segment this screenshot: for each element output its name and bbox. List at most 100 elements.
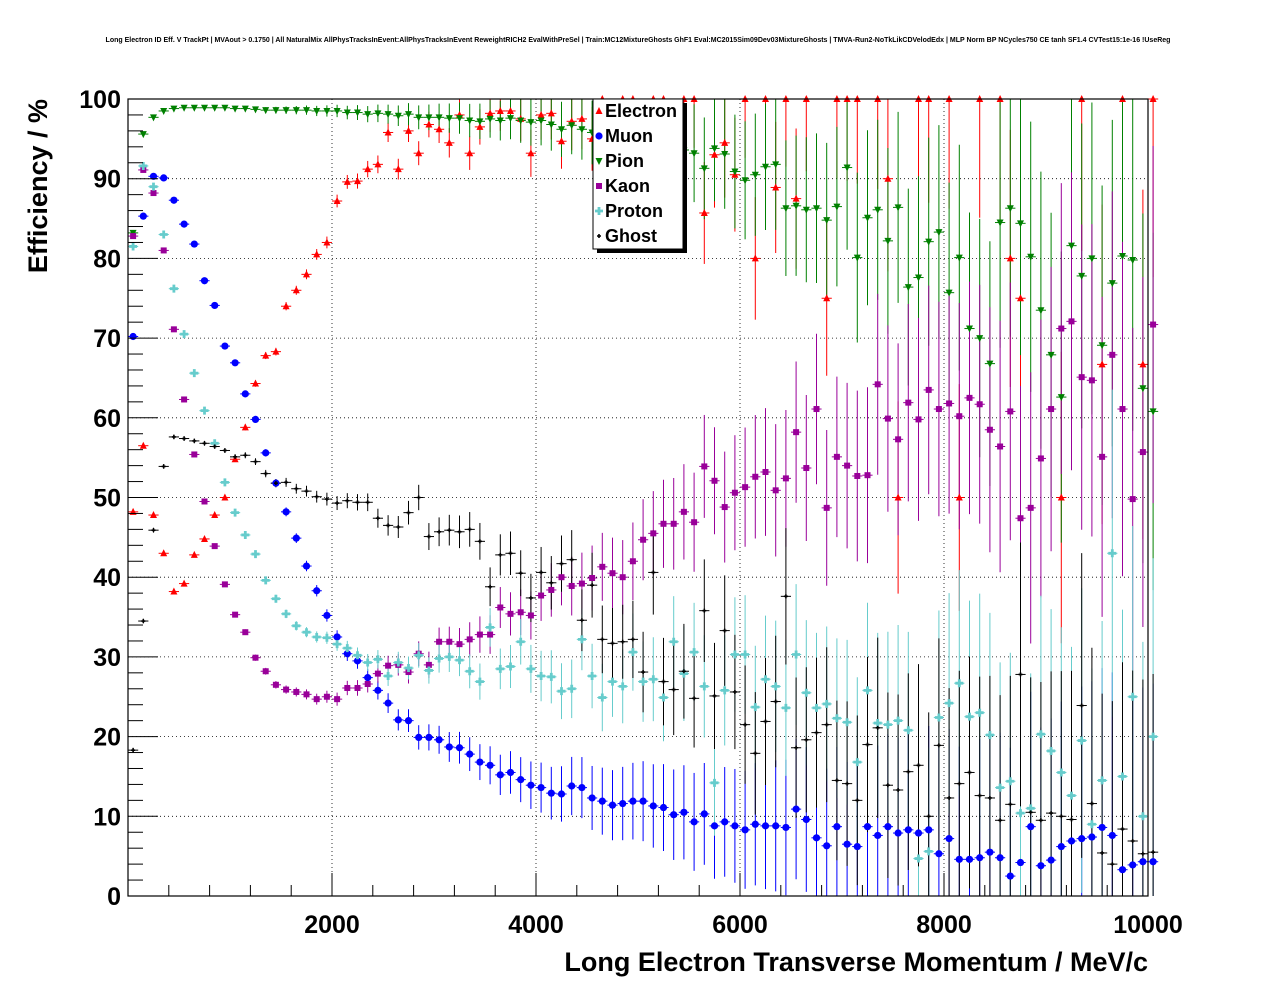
ghost-point	[314, 494, 319, 499]
kaon-point	[966, 394, 973, 401]
proton-point	[1118, 772, 1127, 781]
proton-point	[271, 594, 280, 603]
ghost-point	[702, 608, 707, 613]
pion-point	[323, 107, 331, 115]
muon-point	[404, 717, 413, 725]
electron-point	[537, 110, 545, 118]
proton-point	[159, 230, 168, 239]
proton-point	[1026, 804, 1035, 813]
ghost-point	[1130, 839, 1135, 844]
muon-point	[506, 768, 515, 777]
ghost-point	[885, 783, 890, 788]
ghost-point	[1089, 801, 1094, 806]
muon-point	[853, 842, 861, 851]
ghost-point	[610, 641, 615, 646]
ghost-point	[284, 480, 289, 485]
kaon-point	[272, 681, 279, 688]
ghost-point	[753, 751, 758, 756]
kaon-point	[578, 580, 585, 587]
ghost-point	[335, 501, 340, 506]
muon-point	[608, 801, 617, 809]
muon-point	[190, 240, 198, 248]
proton-point	[1087, 820, 1096, 829]
muon-point	[466, 750, 474, 758]
ghost-point	[579, 618, 584, 623]
proton-point	[1138, 812, 1147, 821]
kaon-point	[517, 609, 524, 616]
ghost-point	[447, 528, 452, 533]
kaon-point	[1048, 406, 1055, 413]
proton-point	[853, 758, 862, 767]
pion-point	[486, 115, 494, 123]
muon-point	[588, 794, 596, 802]
y-tick-label: 40	[93, 564, 121, 592]
proton-point	[455, 656, 464, 665]
electron-point	[211, 511, 219, 519]
pion-point	[874, 206, 882, 214]
kaon-point	[629, 558, 636, 565]
pion-point	[690, 150, 698, 158]
ghost-point	[834, 778, 839, 783]
ghost-point	[1028, 810, 1033, 815]
kaon-point	[1150, 321, 1157, 328]
electron-point	[170, 587, 178, 595]
ghost-point	[253, 459, 258, 464]
pion-point	[864, 214, 871, 222]
ghost-point	[539, 570, 544, 575]
y-tick-label: 80	[93, 245, 121, 273]
muon-point	[1129, 861, 1137, 869]
kaon-point	[527, 612, 534, 619]
ghost-point	[1120, 827, 1125, 832]
pion-point	[150, 114, 157, 122]
y-tick-label: 30	[93, 644, 121, 672]
ghost-point	[926, 814, 931, 819]
pion-point	[221, 104, 229, 112]
muon-point	[894, 829, 902, 837]
electron-point	[292, 286, 300, 294]
proton-point	[200, 406, 209, 415]
proton-point	[710, 778, 719, 787]
muon-point	[629, 797, 637, 805]
muon-point	[343, 650, 351, 658]
pion-point	[792, 202, 800, 210]
ghost-point	[294, 486, 299, 491]
pion-point	[160, 107, 168, 115]
pion-point	[241, 105, 249, 113]
electron-point	[792, 194, 800, 202]
pion-point	[1006, 205, 1014, 213]
electron-point	[303, 270, 310, 278]
ghost-point	[1038, 818, 1043, 823]
proton-point	[363, 658, 372, 667]
chart-title: Long Electron ID Eff. V TrackPt | MVAout…	[106, 37, 1171, 44]
proton-point	[822, 699, 831, 708]
muon-point	[710, 822, 719, 830]
ghost-point	[1110, 862, 1115, 867]
kaon-point	[1068, 318, 1075, 325]
pion-point	[833, 203, 841, 211]
electron-point	[894, 493, 902, 501]
legend-label-ghost: Ghost	[605, 226, 657, 246]
pion-point	[537, 117, 545, 125]
proton-point	[557, 687, 566, 696]
ghost-point	[671, 687, 676, 692]
tick-labels: 2000 4000 6000 8000 10000 0 10 20 30 40 50 60 70 80 90…	[79, 86, 1182, 939]
kaon-point	[242, 629, 249, 636]
muon-point	[353, 657, 362, 665]
muon-point	[231, 359, 239, 367]
ghost-point	[355, 500, 360, 505]
muon-point	[384, 699, 392, 707]
muon-point	[649, 802, 657, 810]
kaon-point	[1109, 351, 1116, 358]
muon-point	[680, 808, 688, 816]
muon-point	[568, 782, 576, 790]
pion-point	[282, 107, 290, 115]
ghost-point	[651, 570, 656, 575]
x-tick-label: 4000	[508, 911, 564, 939]
proton-point	[373, 655, 382, 664]
electron-point	[221, 493, 229, 501]
muon-point	[547, 789, 555, 797]
kaon-point	[691, 519, 698, 526]
pion-point	[700, 165, 708, 173]
legend-marker-proton	[595, 207, 603, 216]
